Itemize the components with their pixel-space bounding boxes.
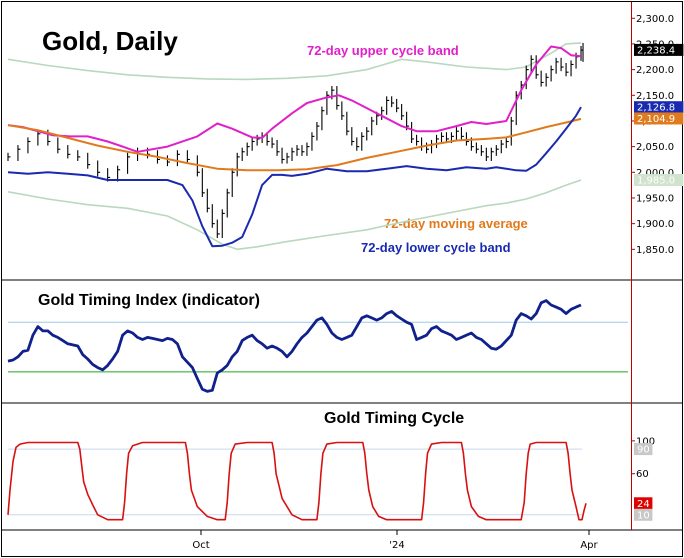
timing-index-title: Gold Timing Index (indicator) [38,292,260,309]
y-tick-label: 2,050.0 [636,142,674,153]
y-tick-label: 2,300.0 [636,14,674,25]
value-badge [634,174,684,187]
x-tick-label-apr: Apr [580,540,598,551]
series-line-outer-lower-envelope [7,179,582,251]
y-tick-label: 100 [636,436,655,447]
y-tick-label: 1,850.0 [636,245,674,256]
value-badge [634,101,684,114]
value-badge-label: 10 [637,510,650,521]
value-badge-label: 24 [637,499,650,510]
y-tick-label: 2,150.0 [636,91,674,102]
series-line-72-day-lower-cycle-band [7,106,582,248]
series-line-72-day-upper-cycle-band [7,45,582,153]
series-line-72-day-moving-average [7,117,582,172]
value-badge [634,508,653,521]
y-tick-label: 60 [636,469,649,480]
value-badge [634,43,684,56]
value-badge-label: 2,126.8 [637,103,675,114]
series-line-outer-upper-envelope [7,42,582,81]
value-badge [634,443,653,456]
timing-cycle-title: Gold Timing Cycle [324,410,464,427]
value-badge-label: 1,985.0 [637,176,675,187]
series-line-gold-timing-index [7,299,582,393]
chart-title: Gold, Daily [42,26,178,56]
y-tick-label: 1,950.0 [636,193,674,204]
value-badge [634,112,684,125]
x-tick-label-24: '24 [389,540,404,551]
y-tick-label: 2,200.0 [636,65,674,76]
value-badge-label: 2,104.9 [637,114,675,125]
value-badge-label: 90 [637,445,650,456]
value-badge [634,497,653,510]
x-axis: Oct '24 Apr [192,530,599,551]
series-line-gold-timing-cycle [7,441,587,521]
x-tick-label-oct: Oct [192,540,209,551]
series-layer [7,42,628,521]
y-tick-label: 2,000.0 [636,168,674,179]
annotation-lower-band: 72-day lower cycle band [361,240,511,255]
annotation-upper-band: 72-day upper cycle band [307,43,459,58]
value-badge-label: 2,238.4 [637,45,675,56]
y-tick-label: 1,900.0 [636,219,674,230]
annotation-moving-average: 72-day moving average [384,216,528,231]
y-axis-layer: 2,300.02,250.02,200.02,150.02,100.02,050… [631,14,684,521]
